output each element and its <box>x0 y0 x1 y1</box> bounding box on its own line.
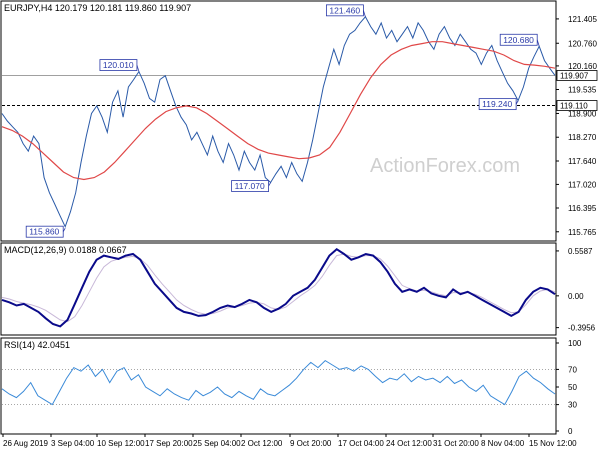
rsi-yaxis: 100 70 50 30 0 <box>2 339 582 436</box>
price-series-0 <box>1 15 556 229</box>
annotation-label: 121.460 <box>329 5 360 15</box>
macd-series-0 <box>1 247 556 328</box>
rsi-tick-label: 50 <box>568 383 577 392</box>
x-axis: 26 Aug 2019 3 Sep 04:00 10 Sep 12:00 17 Sep… <box>2 434 577 448</box>
annotation-leader <box>62 227 66 232</box>
rsi-title: RSI(14) 42.0451 <box>4 340 70 350</box>
rsi-series <box>1 359 556 406</box>
x-tick-label: 17 Oct 04:00 <box>338 439 384 448</box>
price-tick-label: 117.020 <box>568 180 597 189</box>
x-tick-label: 31 Oct 20:00 <box>433 439 479 448</box>
price-tick-label: 118.900 <box>568 109 597 118</box>
level-label: 119.110 <box>560 102 588 111</box>
rsi-tick-label: 0 <box>568 427 573 436</box>
price-tag-label: 119.907 <box>560 71 589 80</box>
price-series-1 <box>1 41 556 181</box>
x-tick-label: 9 Oct 20:00 <box>290 439 332 448</box>
price-tick-label: 117.640 <box>568 157 597 166</box>
watermark: ActionForex.com <box>370 155 520 177</box>
macd-tick-label: -0.3956 <box>568 324 596 333</box>
price-panel-frame <box>0 0 557 242</box>
level-label-box <box>556 100 598 111</box>
price-title: EURJPY,H4 120.179 120.181 119.860 119.90… <box>4 3 191 13</box>
annotation-leader <box>268 182 271 187</box>
price-series <box>1 15 556 229</box>
x-tick-label: 17 Sep 20:00 <box>145 439 193 448</box>
price-tick-label: 115.765 <box>568 228 597 237</box>
rsi-tick-label: 30 <box>568 401 577 410</box>
price-yaxis: 121.405 120.760 120.160 119.535 118.900 118.2… <box>556 15 597 237</box>
x-tick-label: 2 Oct 12:00 <box>241 439 283 448</box>
annotation-label: 120.680 <box>503 35 534 45</box>
x-tick-label: 25 Sep 04:00 <box>193 439 241 448</box>
macd-series <box>1 247 556 328</box>
annotation-label: 117.070 <box>235 181 265 191</box>
price-tick-label: 116.395 <box>568 204 597 213</box>
macd-tick-label: 0.00 <box>568 292 584 301</box>
x-tick-label: 10 Sep 12:00 <box>97 439 145 448</box>
price-tag: 119.907 <box>556 70 598 81</box>
rsi-tick-label: 70 <box>568 365 577 374</box>
price-annotations: 120.010 115.860 117.070 121.460 120.680 119.2… <box>25 4 540 238</box>
x-tick-label: 26 Aug 2019 <box>3 439 48 448</box>
price-levels: 119.110 <box>2 74 598 111</box>
price-tick-label: 120.760 <box>568 39 597 48</box>
x-tick-label: 15 Nov 12:00 <box>529 439 577 448</box>
macd-title: MACD(12,26,9) 0.0188 0.0667 <box>4 245 127 255</box>
annotation-leader <box>136 64 140 72</box>
price-tick-label: 119.535 <box>568 85 597 94</box>
rsi-panel-frame <box>0 337 557 435</box>
rsi-series-0 <box>1 359 556 406</box>
annotation-box <box>99 59 138 71</box>
price-tag-box <box>556 70 598 81</box>
x-tick-label: 24 Oct 12:00 <box>386 439 432 448</box>
macd-tick-label: 0.5587 <box>568 247 593 256</box>
annotation-label: 119.240 <box>482 99 512 109</box>
price-tick-label: 118.270 <box>568 133 597 142</box>
macd-yaxis: 0.5587 0.00 -0.3956 <box>556 247 596 333</box>
annotation-label: 120.010 <box>103 60 134 70</box>
annotation-leader <box>515 100 519 105</box>
rsi-tick-label: 100 <box>568 339 582 348</box>
annotation-box <box>478 98 517 111</box>
price-tick-label: 120.160 <box>568 62 597 71</box>
annotation-leader <box>363 10 366 17</box>
annotation-label: 115.860 <box>29 227 59 237</box>
x-tick-label: 8 Nov 04:00 <box>481 439 525 448</box>
macd-panel-frame <box>0 242 557 336</box>
annotation-leader <box>536 39 540 47</box>
x-tick-label: 3 Sep 04:00 <box>51 439 95 448</box>
price-tick-label: 121.405 <box>568 15 597 24</box>
